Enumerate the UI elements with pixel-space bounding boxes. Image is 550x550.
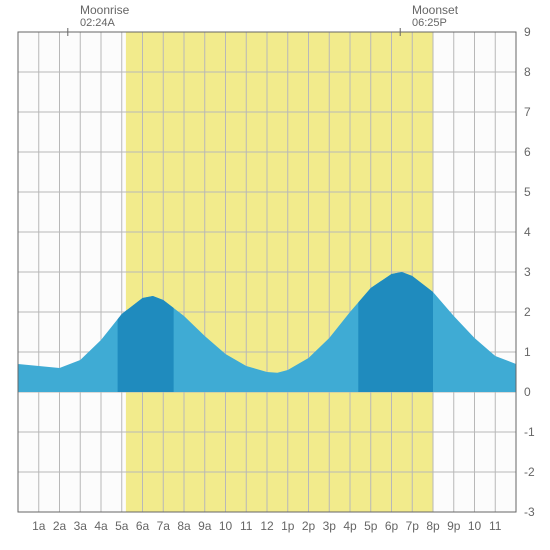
x-tick-label: 3p [323, 519, 337, 533]
x-tick-label: 11 [489, 519, 502, 533]
x-tick-label: 7a [157, 519, 171, 533]
chart-canvas: -3-2-101234567891a2a3a4a5a6a7a8a9a101112… [0, 0, 550, 550]
y-tick-label: 6 [524, 145, 531, 159]
x-tick-label: 4a [94, 519, 108, 533]
x-tick-label: 1p [281, 519, 295, 533]
x-tick-label: 5p [364, 519, 378, 533]
tide-chart: Moonrise 02:24A Moonset 06:25P -3-2-1012… [0, 0, 550, 550]
x-tick-label: 5a [115, 519, 129, 533]
x-tick-label: 4p [343, 519, 357, 533]
moonrise-label: Moonrise [80, 3, 129, 17]
y-tick-label: 7 [524, 105, 531, 119]
moonrise-time: 02:24A [80, 17, 115, 29]
y-tick-label: 0 [524, 385, 531, 399]
y-tick-label: -2 [524, 465, 535, 479]
x-tick-label: 6p [385, 519, 399, 533]
y-tick-label: 5 [524, 185, 531, 199]
x-tick-label: 7p [406, 519, 420, 533]
moonset-time: 06:25P [412, 17, 447, 29]
moonset-label: Moonset [412, 3, 458, 17]
x-tick-label: 8p [426, 519, 440, 533]
y-tick-label: -1 [524, 425, 535, 439]
x-tick-label: 11 [240, 519, 253, 533]
y-tick-label: 4 [524, 225, 531, 239]
y-tick-label: 8 [524, 65, 531, 79]
x-tick-label: 3a [74, 519, 88, 533]
x-tick-label: 2a [53, 519, 67, 533]
y-tick-label: 2 [524, 305, 531, 319]
y-tick-label: 9 [524, 25, 531, 39]
x-tick-label: 6a [136, 519, 150, 533]
x-tick-label: 10 [468, 519, 482, 533]
x-tick-label: 9a [198, 519, 212, 533]
y-tick-label: 3 [524, 265, 531, 279]
y-tick-label: 1 [524, 345, 531, 359]
x-tick-label: 12 [260, 519, 274, 533]
y-tick-label: -3 [524, 505, 535, 519]
x-tick-label: 8a [177, 519, 191, 533]
x-tick-label: 2p [302, 519, 316, 533]
x-tick-label: 9p [447, 519, 461, 533]
x-tick-label: 1a [32, 519, 46, 533]
x-tick-label: 10 [219, 519, 233, 533]
